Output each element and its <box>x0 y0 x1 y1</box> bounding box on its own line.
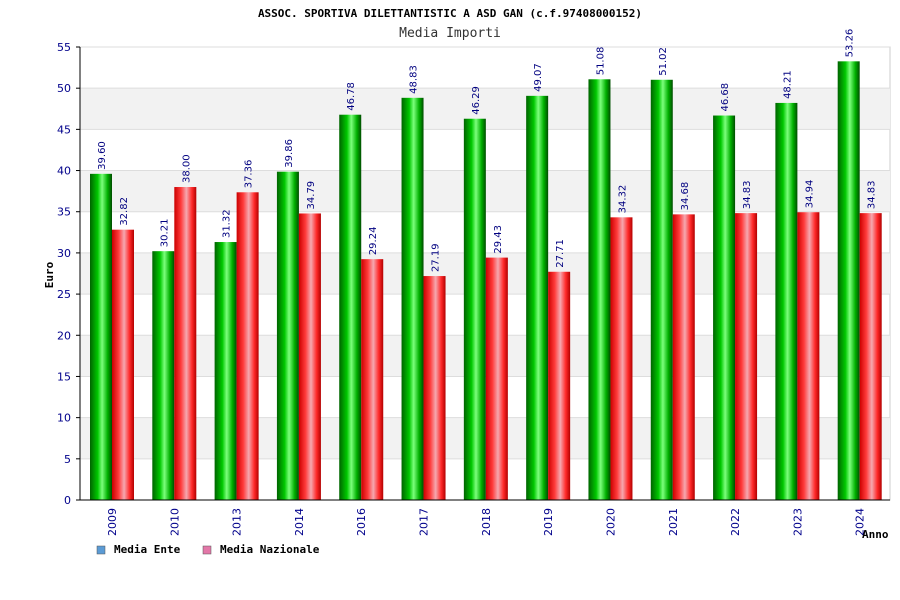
bar-media-nazionale-2014 <box>298 213 321 500</box>
chart-title: ASSOC. SPORTIVA DILETTANTISTIC A ASD GAN… <box>258 7 642 20</box>
bar-media-ente-2010 <box>152 251 175 500</box>
x-tick-label: 2024 <box>854 508 867 536</box>
value-label-media-nazionale-2018: 29.43 <box>493 225 504 254</box>
x-tick-label: 2023 <box>791 508 804 536</box>
y-tick-label: 30 <box>57 247 71 260</box>
y-tick-label: 45 <box>57 123 71 136</box>
legend-swatch-media-nazionale <box>202 545 212 555</box>
value-label-media-nazionale-2013: 37.36 <box>244 160 255 189</box>
legend-label-media-nazionale: Media Nazionale <box>220 543 320 556</box>
bars <box>90 61 882 501</box>
value-label-media-ente-2017: 48.83 <box>409 65 420 94</box>
bar-media-ente-2017 <box>401 97 424 501</box>
legend-label-media-ente: Media Ente <box>114 543 181 556</box>
y-tick-label: 20 <box>57 329 71 342</box>
y-tick-labels: 0 5 10 15 20 25 30 35 40 45 50 55 <box>57 41 71 507</box>
y-tick-label: 50 <box>57 82 71 95</box>
value-label-media-nazionale-2021: 34.68 <box>680 182 691 211</box>
x-tick-label: 2013 <box>231 508 244 536</box>
value-label-media-nazionale-2009: 32.82 <box>119 197 130 226</box>
chart-subtitle: Media Importi <box>399 26 501 41</box>
value-label-media-nazionale-2014: 34.79 <box>306 181 317 210</box>
x-tick-label: 2009 <box>106 508 119 536</box>
legend-swatch-media-ente <box>96 545 106 555</box>
bar-media-ente-2022 <box>713 115 736 500</box>
x-tick-label: 2022 <box>729 508 742 536</box>
y-tick-label: 15 <box>57 370 71 383</box>
bar-media-nazionale-2020 <box>610 217 633 500</box>
value-label-media-nazionale-2019: 27.71 <box>555 239 566 268</box>
bar-media-ente-2013 <box>214 242 237 500</box>
value-label-media-nazionale-2010: 38.00 <box>181 154 192 183</box>
x-tick-label: 2010 <box>168 508 181 536</box>
x-tick-labels: 2009 2010 2013 2014 2016 2017 2018 2019 2020 2021… <box>106 508 867 536</box>
bar-media-ente-2016 <box>339 114 362 500</box>
y-tick-label: 0 <box>64 494 71 507</box>
value-label-media-ente-2022: 46.68 <box>720 83 731 112</box>
axes <box>79 47 890 501</box>
bar-media-nazionale-2018 <box>485 257 508 500</box>
value-label-media-ente-2013: 31.32 <box>222 209 233 238</box>
bar-media-nazionale-2017 <box>423 276 446 500</box>
bar-media-nazionale-2013 <box>236 192 259 500</box>
value-label-media-nazionale-2016: 29.24 <box>368 227 379 256</box>
value-label-media-nazionale-2017: 27.19 <box>431 243 442 272</box>
y-tick-label: 40 <box>57 165 71 178</box>
value-label-media-nazionale-2022: 34.83 <box>742 180 753 209</box>
bar-media-ente-2021 <box>650 79 673 500</box>
x-tick-label: 2016 <box>355 508 368 536</box>
value-label-media-nazionale-2024: 34.83 <box>867 180 878 209</box>
x-tick-label: 2018 <box>480 508 493 536</box>
value-label-media-ente-2020: 51.08 <box>595 47 606 76</box>
value-label-media-ente-2023: 48.21 <box>782 70 793 99</box>
x-tick-label: 2019 <box>542 508 555 536</box>
bar-media-ente-2014 <box>276 171 299 500</box>
bar-media-nazionale-2016 <box>361 259 384 500</box>
value-label-media-ente-2018: 46.29 <box>471 86 482 115</box>
bar-media-nazionale-2009 <box>112 229 134 500</box>
y-axis-label: Euro <box>43 261 56 288</box>
value-label-media-ente-2024: 53.26 <box>845 29 856 58</box>
y-tick-label: 25 <box>57 288 71 301</box>
x-tick-label: 2014 <box>293 508 306 536</box>
value-label-media-ente-2014: 39.86 <box>284 139 295 168</box>
legend: Media Ente Media Nazionale <box>96 543 320 556</box>
bar-media-nazionale-2022 <box>735 213 758 501</box>
y-tick-label: 55 <box>57 41 71 54</box>
bar-media-nazionale-2019 <box>548 271 571 500</box>
value-label-media-nazionale-2023: 34.94 <box>804 180 815 209</box>
bar-media-ente-2023 <box>775 102 798 500</box>
value-label-media-nazionale-2020: 34.32 <box>617 185 628 214</box>
y-tick-label: 35 <box>57 206 71 219</box>
value-label-media-ente-2016: 46.78 <box>346 82 357 111</box>
x-tick-label: 2021 <box>667 508 680 536</box>
bar-media-nazionale-2021 <box>672 214 695 500</box>
bar-media-ente-2024 <box>837 61 860 501</box>
x-axis-label: Anno <box>862 528 889 541</box>
y-tick-label: 10 <box>57 412 71 425</box>
value-labels: 39.60 32.82 30.21 38.00 31.32 37.36 39.86 34.79… <box>97 29 878 272</box>
bar-media-ente-2009 <box>90 173 112 500</box>
x-tick-label: 2020 <box>604 508 617 536</box>
bar-media-nazionale-2023 <box>797 212 820 501</box>
bar-media-nazionale-2010 <box>174 187 197 500</box>
y-tick-label: 5 <box>64 453 71 466</box>
value-label-media-ente-2019: 49.07 <box>533 63 544 92</box>
bar-media-ente-2018 <box>463 118 486 501</box>
value-label-media-ente-2010: 30.21 <box>159 219 170 248</box>
x-tick-label: 2017 <box>418 508 431 536</box>
bar-media-nazionale-2024 <box>859 213 882 501</box>
bar-media-ente-2020 <box>588 79 611 500</box>
value-label-media-ente-2009: 39.60 <box>97 141 108 170</box>
value-label-media-ente-2021: 51.02 <box>658 47 669 76</box>
bar-media-ente-2019 <box>526 95 549 500</box>
